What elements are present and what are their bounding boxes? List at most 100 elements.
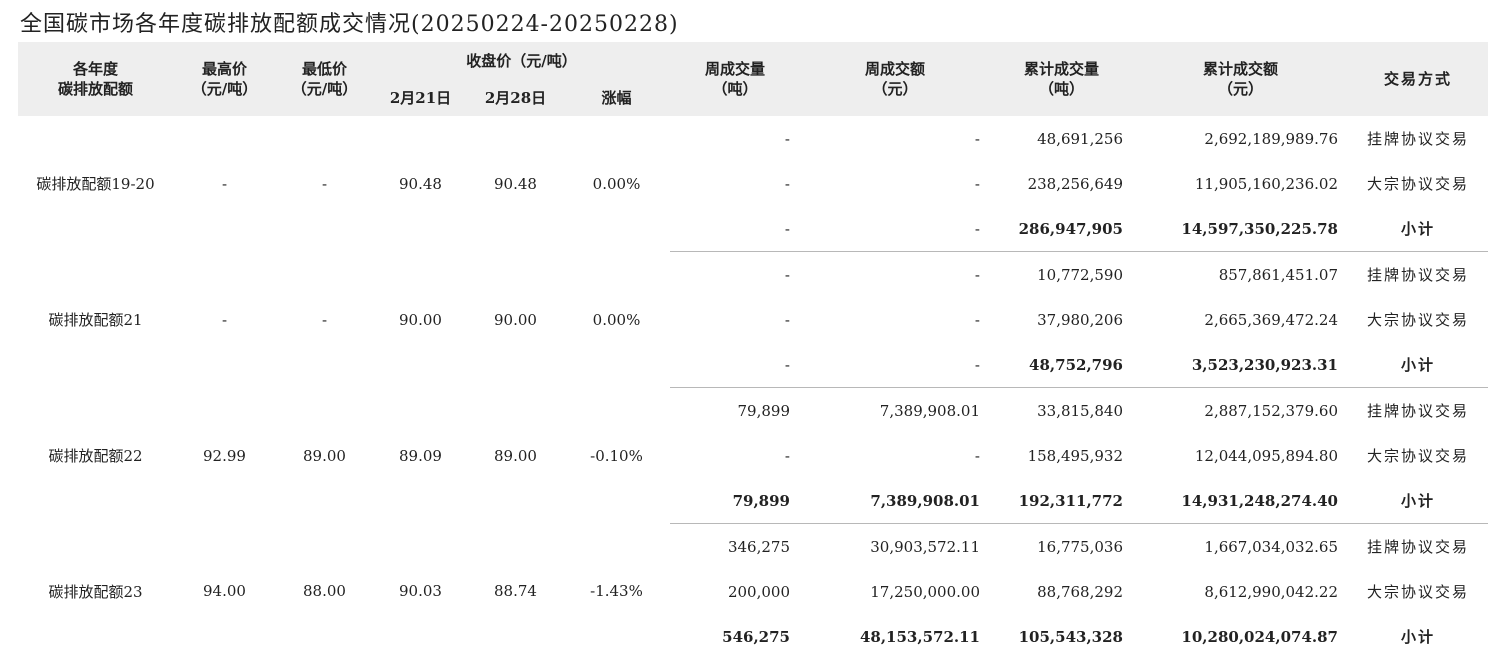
table-row: 碳排放配额21 - - 90.00 90.00 0.00% - - 10,772…: [18, 252, 1488, 298]
week-volume: -: [670, 116, 800, 161]
cum-amount: 1,667,034,032.65: [1133, 524, 1348, 570]
trade-method: 小计: [1348, 342, 1488, 388]
header-trade-method: 交易方式: [1348, 42, 1488, 116]
table-row: 碳排放配额22 92.99 89.00 89.09 89.00 -0.10% 7…: [18, 388, 1488, 434]
cum-volume: 33,815,840: [990, 388, 1133, 434]
close-price-d2: 88.74: [468, 524, 563, 659]
week-amount: 7,389,908.01: [800, 478, 990, 524]
week-volume: -: [670, 433, 800, 478]
week-amount: 17,250,000.00: [800, 569, 990, 614]
cum-amount: 14,597,350,225.78: [1133, 206, 1348, 252]
week-volume: -: [670, 297, 800, 342]
close-price-d2: 89.00: [468, 388, 563, 524]
allowance-name: 碳排放配额21: [18, 252, 173, 388]
trade-method: 挂牌协议交易: [1348, 252, 1488, 298]
allowance-name: 碳排放配额23: [18, 524, 173, 659]
cum-amount: 14,931,248,274.40: [1133, 478, 1348, 524]
cum-amount: 3,523,230,923.31: [1133, 342, 1348, 388]
header-close-date-2: 2月28日: [468, 79, 563, 116]
high-price: -: [173, 116, 276, 252]
high-price: 92.99: [173, 388, 276, 524]
high-price: 94.00: [173, 524, 276, 659]
price-change: 0.00%: [563, 252, 670, 388]
close-price-d1: 90.03: [373, 524, 468, 659]
header-cum-volume: 累计成交量 （吨）: [990, 42, 1133, 116]
allowance-group: 碳排放配额22 92.99 89.00 89.09 89.00 -0.10% 7…: [18, 388, 1488, 524]
price-change: -1.43%: [563, 524, 670, 659]
allowance-group: 碳排放配额21 - - 90.00 90.00 0.00% - - 10,772…: [18, 252, 1488, 388]
trade-method: 小计: [1348, 614, 1488, 659]
week-volume: -: [670, 342, 800, 388]
cum-volume: 10,772,590: [990, 252, 1133, 298]
close-price-d2: 90.00: [468, 252, 563, 388]
page-title: 全国碳市场各年度碳排放配额成交情况(20250224-20250228): [20, 6, 679, 38]
cum-volume: 158,495,932: [990, 433, 1133, 478]
week-volume: 546,275: [670, 614, 800, 659]
week-amount: 48,153,572.11: [800, 614, 990, 659]
trade-method: 小计: [1348, 206, 1488, 252]
trade-method: 小计: [1348, 478, 1488, 524]
allowance-name: 碳排放配额22: [18, 388, 173, 524]
table-header: 各年度 碳排放配额 最高价 （元/吨） 最低价 （元/吨） 收盘价（元/吨） 周…: [18, 42, 1488, 116]
close-price-d2: 90.48: [468, 116, 563, 252]
cum-volume: 238,256,649: [990, 161, 1133, 206]
cum-amount: 11,905,160,236.02: [1133, 161, 1348, 206]
cum-amount: 2,692,189,989.76: [1133, 116, 1348, 161]
allowance-group: 碳排放配额23 94.00 88.00 90.03 88.74 -1.43% 3…: [18, 524, 1488, 659]
week-amount: -: [800, 297, 990, 342]
cum-volume: 37,980,206: [990, 297, 1133, 342]
low-price: -: [276, 116, 373, 252]
week-volume: 79,899: [670, 388, 800, 434]
header-week-volume: 周成交量 （吨）: [670, 42, 800, 116]
cum-volume: 88,768,292: [990, 569, 1133, 614]
table-row: 碳排放配额23 94.00 88.00 90.03 88.74 -1.43% 3…: [18, 524, 1488, 570]
table-row: 碳排放配额19-20 - - 90.48 90.48 0.00% - - 48,…: [18, 116, 1488, 161]
cum-volume: 286,947,905: [990, 206, 1133, 252]
cum-amount: 2,665,369,472.24: [1133, 297, 1348, 342]
trade-method: 挂牌协议交易: [1348, 524, 1488, 570]
header-allowance-year: 各年度 碳排放配额: [18, 42, 173, 116]
close-price-d1: 89.09: [373, 388, 468, 524]
cum-volume: 192,311,772: [990, 478, 1133, 524]
close-price-d1: 90.48: [373, 116, 468, 252]
trade-method: 挂牌协议交易: [1348, 388, 1488, 434]
close-price-d1: 90.00: [373, 252, 468, 388]
cum-volume: 105,543,328: [990, 614, 1133, 659]
low-price: 88.00: [276, 524, 373, 659]
carbon-trading-table: 各年度 碳排放配额 最高价 （元/吨） 最低价 （元/吨） 收盘价（元/吨） 周…: [18, 42, 1488, 659]
cum-amount: 2,887,152,379.60: [1133, 388, 1348, 434]
allowance-group: 碳排放配额19-20 - - 90.48 90.48 0.00% - - 48,…: [18, 116, 1488, 252]
header-high-price: 最高价 （元/吨）: [173, 42, 276, 116]
price-change: -0.10%: [563, 388, 670, 524]
header-change: 涨幅: [563, 79, 670, 116]
week-amount: -: [800, 161, 990, 206]
week-volume: 346,275: [670, 524, 800, 570]
cum-volume: 16,775,036: [990, 524, 1133, 570]
week-amount: -: [800, 433, 990, 478]
week-amount: 30,903,572.11: [800, 524, 990, 570]
header-cum-amount: 累计成交额 （元）: [1133, 42, 1348, 116]
week-amount: 7,389,908.01: [800, 388, 990, 434]
trade-method: 挂牌协议交易: [1348, 116, 1488, 161]
cum-amount: 10,280,024,074.87: [1133, 614, 1348, 659]
cum-amount: 857,861,451.07: [1133, 252, 1348, 298]
trade-method: 大宗协议交易: [1348, 433, 1488, 478]
header-week-amount: 周成交额 （元）: [800, 42, 990, 116]
trade-method: 大宗协议交易: [1348, 161, 1488, 206]
allowance-name: 碳排放配额19-20: [18, 116, 173, 252]
high-price: -: [173, 252, 276, 388]
cum-amount: 12,044,095,894.80: [1133, 433, 1348, 478]
header-close-date-1: 2月21日: [373, 79, 468, 116]
trade-method: 大宗协议交易: [1348, 297, 1488, 342]
low-price: 89.00: [276, 388, 373, 524]
week-amount: -: [800, 116, 990, 161]
week-amount: -: [800, 252, 990, 298]
cum-amount: 8,612,990,042.22: [1133, 569, 1348, 614]
price-change: 0.00%: [563, 116, 670, 252]
cum-volume: 48,691,256: [990, 116, 1133, 161]
week-amount: -: [800, 206, 990, 252]
low-price: -: [276, 252, 373, 388]
cum-volume: 48,752,796: [990, 342, 1133, 388]
header-close-price: 收盘价（元/吨）: [373, 42, 670, 79]
week-volume: -: [670, 161, 800, 206]
